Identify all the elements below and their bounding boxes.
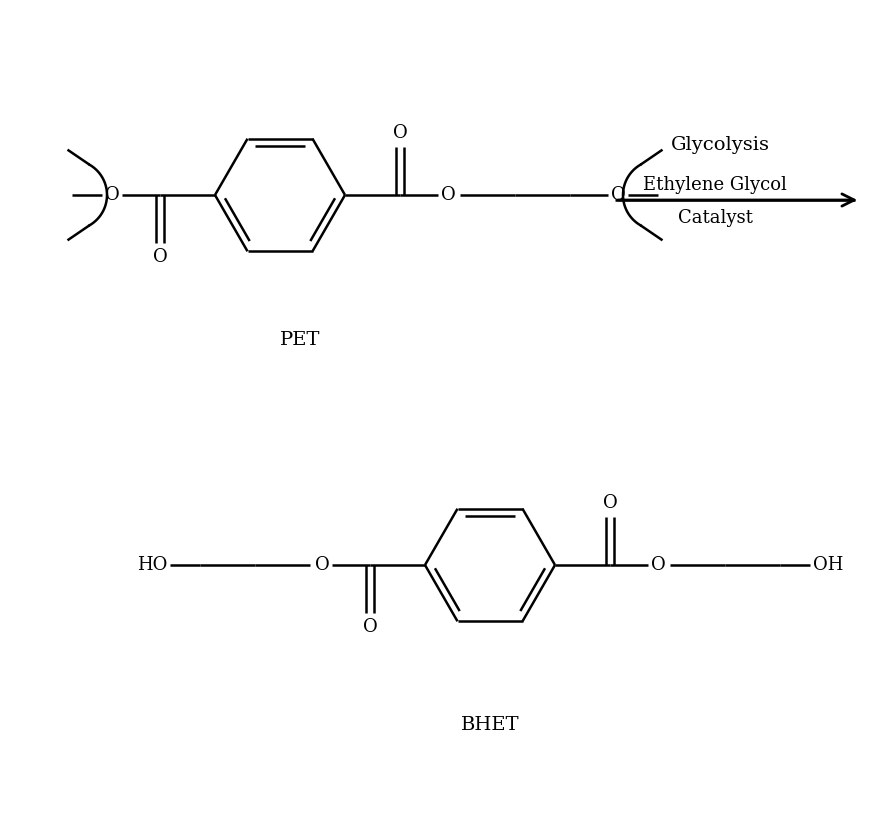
Text: O: O xyxy=(152,248,168,266)
Text: O: O xyxy=(363,618,377,636)
Text: OH: OH xyxy=(813,556,843,574)
Text: BHET: BHET xyxy=(461,716,520,734)
Text: O: O xyxy=(441,186,455,204)
Text: O: O xyxy=(105,186,119,204)
Text: Catalyst: Catalyst xyxy=(677,209,753,227)
Text: PET: PET xyxy=(280,331,320,349)
Text: Ethylene Glycol: Ethylene Glycol xyxy=(643,176,787,194)
Text: O: O xyxy=(314,556,330,574)
Text: O: O xyxy=(611,186,625,204)
Text: O: O xyxy=(392,124,408,142)
Text: O: O xyxy=(603,494,617,512)
Text: O: O xyxy=(650,556,666,574)
Text: HO: HO xyxy=(137,556,168,574)
Text: Glycolysis: Glycolysis xyxy=(670,136,770,154)
